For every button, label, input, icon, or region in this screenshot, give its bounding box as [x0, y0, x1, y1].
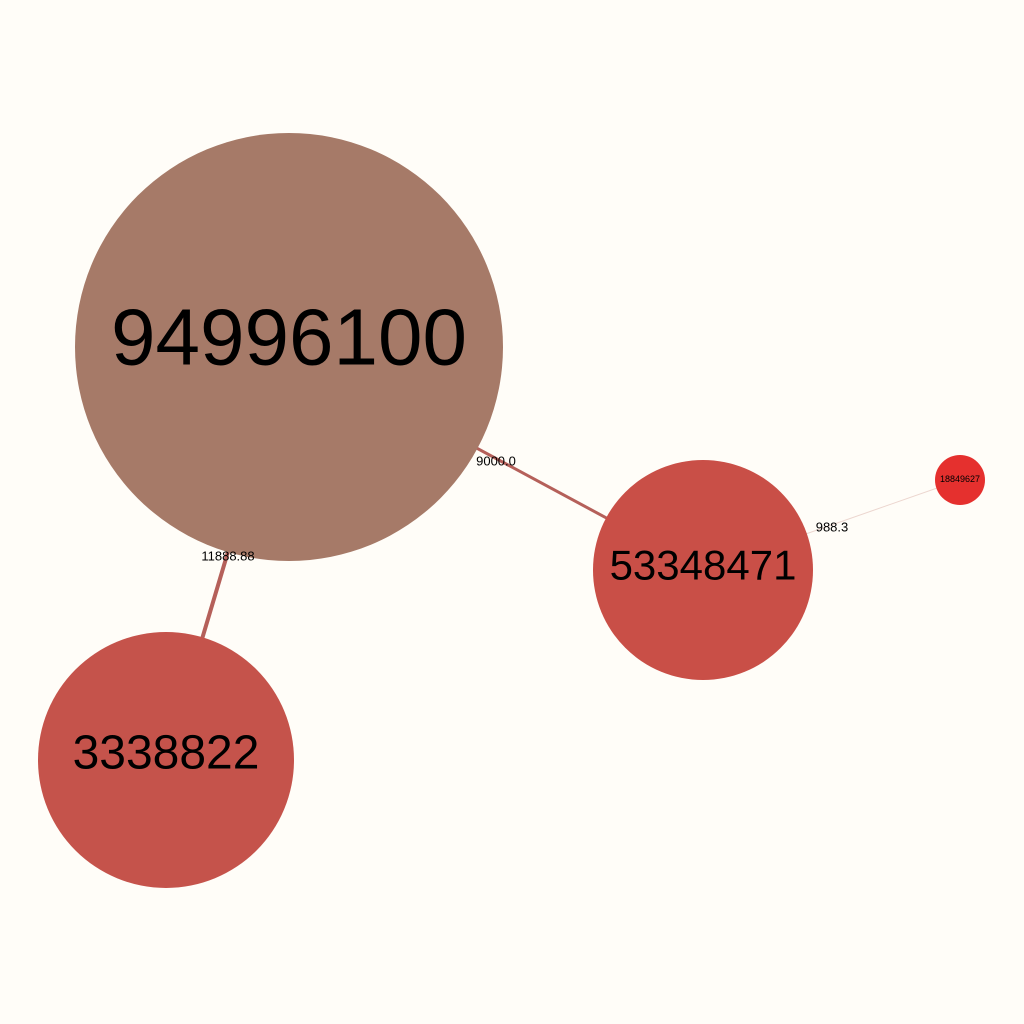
edge-label: 11888.88 — [201, 549, 254, 564]
node-53348471[interactable]: 53348471 — [593, 460, 813, 680]
edge-label: 988.3 — [816, 520, 849, 535]
node-circle — [593, 460, 813, 680]
node-label: 94996100 — [111, 293, 467, 382]
node-circle — [935, 455, 985, 505]
edge-label: 9000.0 — [476, 454, 516, 469]
node-label: 18849627 — [940, 474, 980, 484]
node-94996100[interactable]: 94996100 — [75, 133, 503, 561]
node-3338822[interactable]: 3338822 — [38, 632, 294, 888]
node-label: 53348471 — [610, 542, 797, 589]
node-label: 3338822 — [73, 727, 260, 780]
node-circle — [38, 632, 294, 888]
node-18849627[interactable]: 18849627 — [935, 455, 985, 505]
node-circle — [75, 133, 503, 561]
